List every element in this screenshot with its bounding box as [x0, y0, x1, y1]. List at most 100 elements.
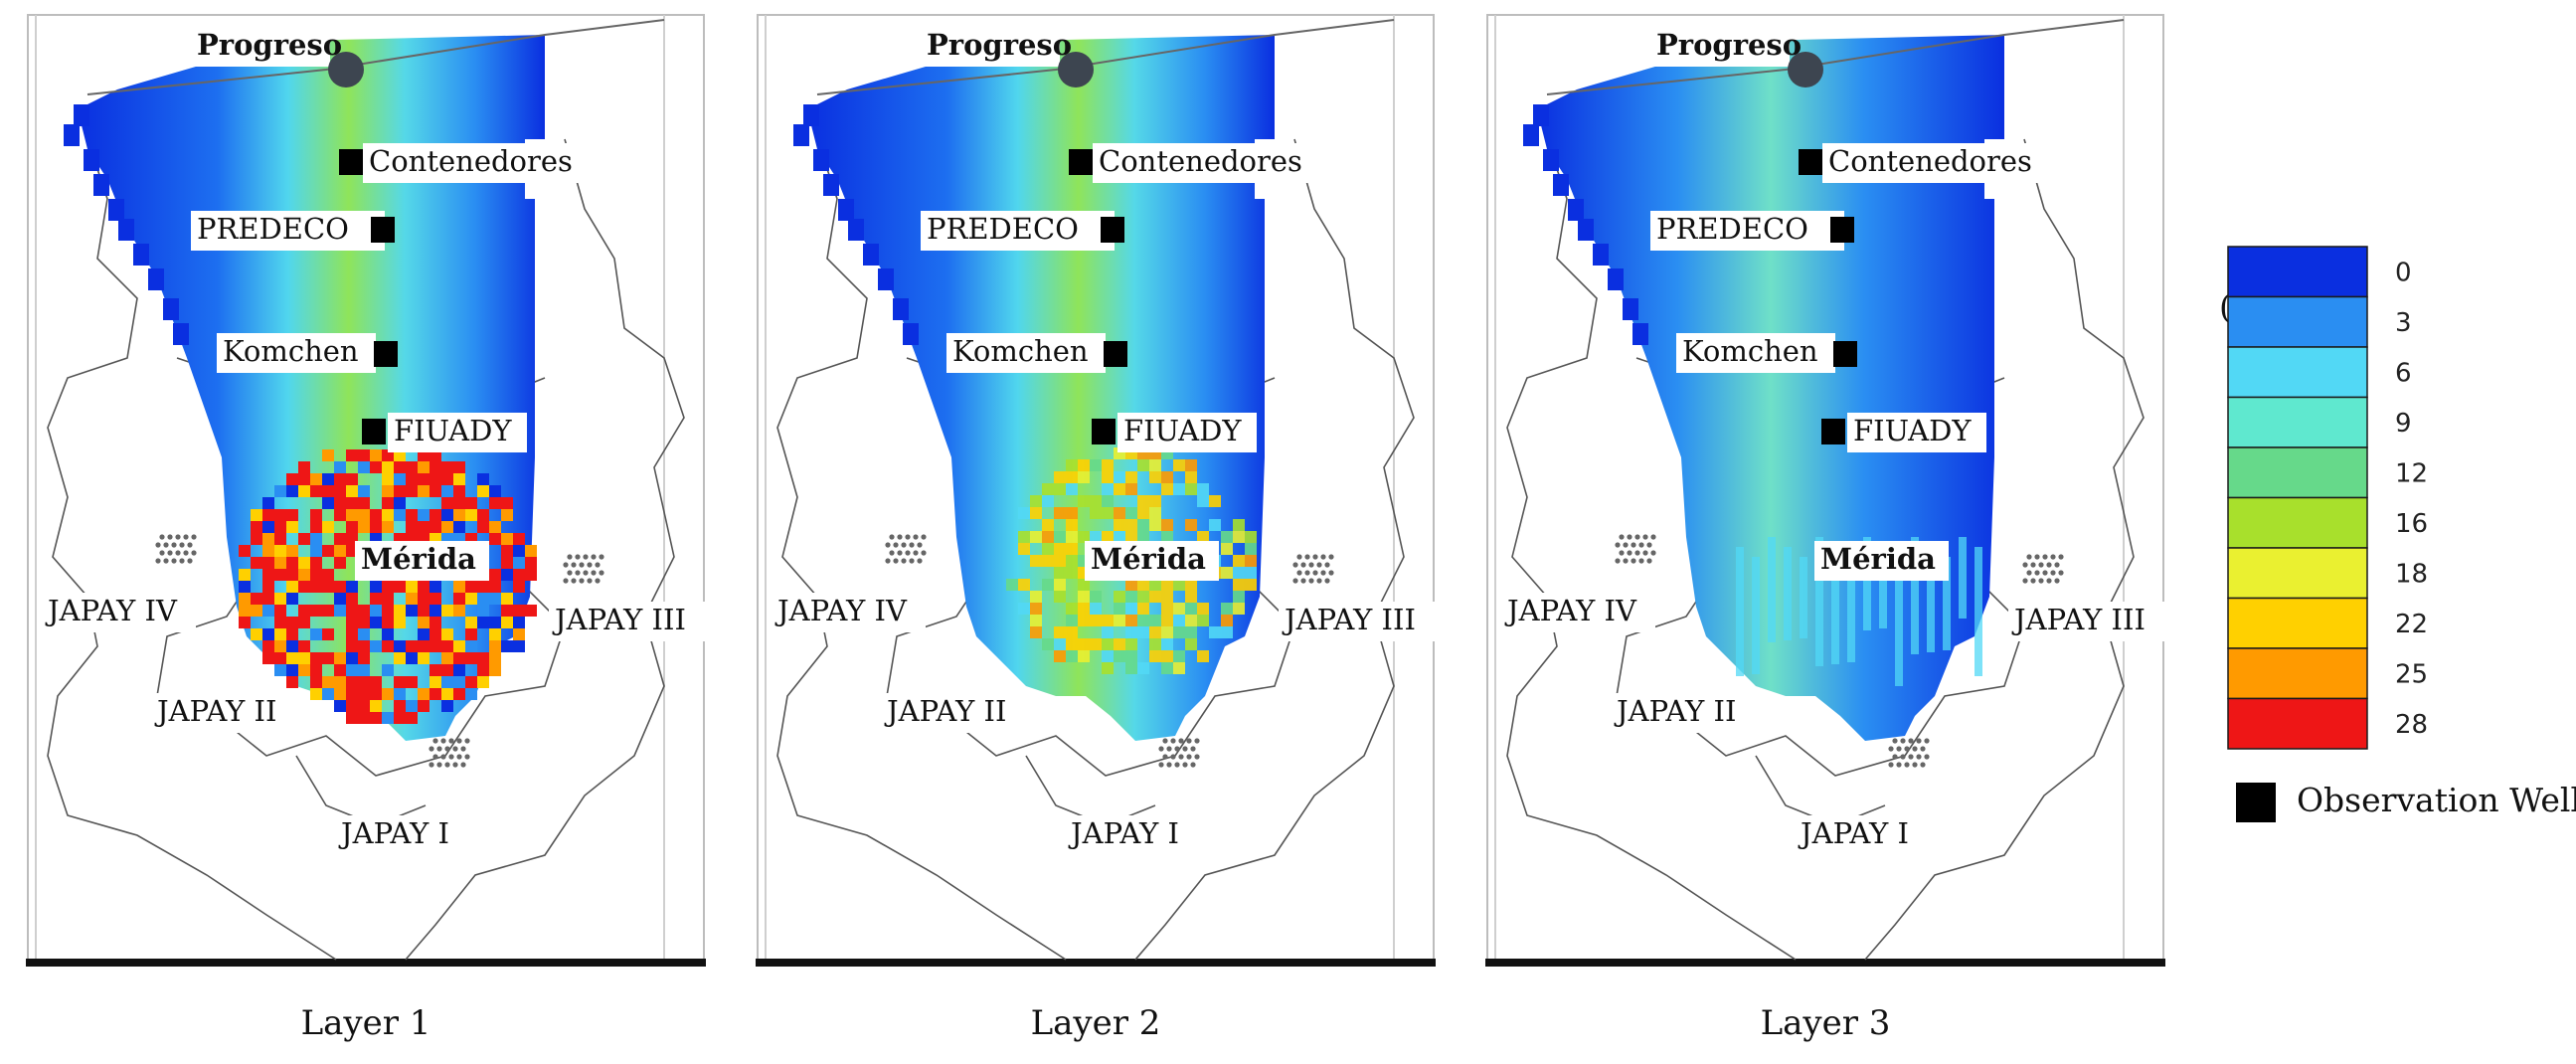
- hotspot-cell: [262, 497, 274, 509]
- edge-cell: [118, 219, 134, 241]
- wellfield-markers: [885, 534, 1334, 768]
- wellfield-dot: [599, 554, 604, 560]
- wellfield-dot: [595, 578, 601, 584]
- edge-cell: [163, 298, 179, 320]
- hotspot-cell: [477, 652, 489, 664]
- label-text-japay3: JAPAY III: [1282, 603, 1416, 636]
- hotspot-cell: [298, 461, 310, 473]
- label-komchen: Komchen: [217, 333, 376, 373]
- hotspot-cell: [1030, 591, 1042, 603]
- wellfield-dot: [179, 542, 185, 548]
- hotspot-cell: [1125, 662, 1137, 674]
- edge-cell: [1578, 219, 1594, 241]
- edge-cell: [878, 268, 894, 290]
- wellfield-dot: [2022, 578, 2028, 584]
- wellfield-dot: [1631, 542, 1636, 548]
- hotspot-cell: [394, 473, 406, 485]
- hotspot-cell: [1895, 557, 1903, 686]
- map-baseline: [26, 959, 706, 967]
- urban-hotspot: [1736, 537, 1982, 686]
- hotspot-cell: [477, 617, 489, 628]
- hotspot-cell: [358, 652, 370, 664]
- hotspot-cell: [1125, 579, 1137, 591]
- hotspot-cell: [513, 640, 525, 652]
- wellfield-dot: [1170, 754, 1176, 760]
- label-box: [217, 333, 376, 373]
- edge-cell: [803, 104, 819, 126]
- hotspot-cell: [1197, 531, 1209, 543]
- hotspot-cell: [286, 593, 298, 605]
- hotspot-cell: [1054, 543, 1066, 555]
- label-japay4: JAPAY IV: [42, 593, 196, 632]
- wellfield-dot: [909, 542, 915, 548]
- hotspot-cell: [453, 509, 465, 521]
- wellfield-dot: [571, 562, 577, 568]
- hotspot-cell: [1800, 557, 1807, 638]
- hotspot-cell: [1185, 471, 1197, 483]
- hotspot-cell: [239, 605, 251, 617]
- hotspot-cell: [286, 485, 298, 497]
- hotspot-cell: [465, 628, 477, 640]
- label-box: [881, 693, 1030, 733]
- hotspot-cell: [1114, 507, 1125, 519]
- wellfield-dot: [571, 578, 577, 584]
- label-predeco: PREDECO: [921, 211, 1115, 251]
- wellfield-dot: [1646, 542, 1652, 548]
- hotspot-cell: [477, 605, 489, 617]
- label-text-merida: Mérida: [361, 542, 476, 576]
- wellfield-dot: [2026, 570, 2032, 576]
- wellfield-dot: [1328, 570, 1334, 576]
- hotspot-cell: [1137, 615, 1149, 626]
- hotspot-cell: [322, 605, 334, 617]
- hotspot-cell: [477, 664, 489, 676]
- hotspot-cell: [1911, 537, 1919, 654]
- wellfield-dot: [2038, 578, 2044, 584]
- hotspot-cell: [1125, 638, 1137, 650]
- hotspot-cell: [513, 569, 525, 581]
- wellfield-dot: [2034, 554, 2040, 560]
- wellfield-dot: [452, 762, 458, 768]
- hotspot-cell: [1943, 557, 1951, 650]
- hotspot-cell: [370, 605, 382, 617]
- wellfield-dot: [889, 550, 895, 556]
- hotspot-cell: [1018, 579, 1030, 591]
- wellfield-dot: [183, 550, 189, 556]
- hotspot-cell: [358, 485, 370, 497]
- observation-well-fiuady: [362, 419, 386, 444]
- hotspot-cell: [1209, 519, 1221, 531]
- hotspot-cell: [358, 664, 370, 676]
- hotspot-cell: [465, 509, 477, 521]
- wellfield-dot: [1646, 558, 1652, 564]
- legend-value-25: 25: [2395, 659, 2428, 689]
- hotspot-cell: [1090, 615, 1102, 626]
- label-fiuady: FIUADY: [388, 413, 527, 452]
- hotspot-cell: [513, 581, 525, 593]
- hotspot-cell: [346, 652, 358, 664]
- label-text-fiuady: FIUADY: [1853, 414, 1972, 447]
- hotspot-cell: [310, 688, 322, 700]
- label-box: [1611, 693, 1760, 733]
- hotspot-cell: [1959, 537, 1967, 619]
- legend-value-3: 3: [2395, 308, 2412, 338]
- hotspot-cell: [1221, 531, 1233, 543]
- hotspot-cell: [1030, 531, 1042, 543]
- hotspot-cell: [1137, 662, 1149, 674]
- hotspot-cell: [1018, 543, 1030, 555]
- edge-cell: [173, 323, 189, 345]
- wellfield-dot: [1158, 746, 1164, 752]
- hotspot-cell: [382, 521, 394, 533]
- hotspot-cell: [262, 533, 274, 545]
- wellfield-dot: [1900, 738, 1906, 744]
- hotspot-cell: [1137, 591, 1149, 603]
- label-komchen: Komchen: [946, 333, 1106, 373]
- hotspot-cell: [1173, 579, 1185, 591]
- wellfield-dot: [567, 554, 573, 560]
- hotspot-cell: [489, 640, 501, 652]
- label-japay2: JAPAY II: [1611, 693, 1760, 733]
- plume-edge-cells: [1523, 104, 1648, 345]
- hotspot-cell: [1185, 591, 1197, 603]
- coastline: [86, 19, 665, 95]
- hotspot-cell: [370, 509, 382, 521]
- hotspot-cell: [262, 557, 274, 569]
- wellfield-dot: [167, 550, 173, 556]
